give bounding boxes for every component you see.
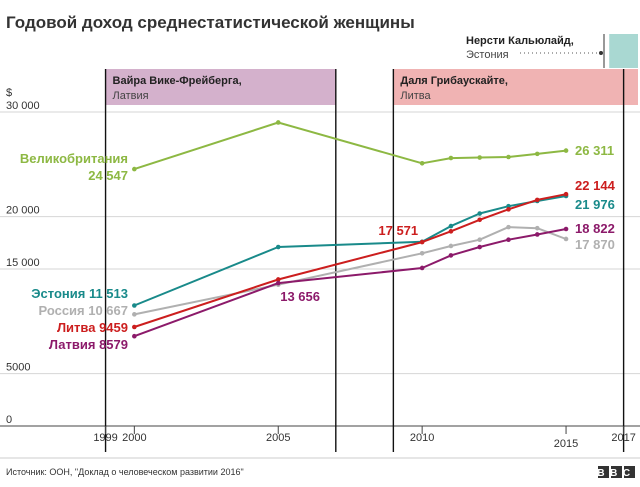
- series-group: [132, 120, 569, 339]
- series-start-label: Литва 9459: [57, 320, 128, 335]
- leader-name-0: Вайра Вике-Фрейберга,: [113, 75, 242, 87]
- bbc-logo-text: BBC: [597, 468, 635, 479]
- series-labels: Великобритания 24 547 Эстония 11 513 Россия…: [20, 143, 616, 352]
- series-line-латвия: [133, 228, 567, 338]
- data-point-эстония: [275, 244, 281, 250]
- series-line-литва: [133, 193, 567, 328]
- grid: 0 5000 15 000 20 000 30 000 1999 2000 2005 2010 2…: [0, 69, 640, 452]
- x-tick-label: 2005: [266, 432, 290, 444]
- data-point-россия: [132, 312, 137, 317]
- x-tick-label: 2015: [554, 438, 578, 450]
- data-point-литва: [534, 197, 540, 203]
- series-start-value: 24 547: [88, 168, 128, 183]
- series-end-label: 22 144: [575, 178, 616, 193]
- series-end-label: 26 311: [575, 143, 614, 158]
- series-line-россия: [134, 226, 567, 316]
- y-tick-label: 30 000: [6, 100, 40, 112]
- data-point-литва: [132, 324, 137, 330]
- data-point-великобритания: [477, 155, 483, 160]
- data-point-латвия: [534, 232, 540, 237]
- series-end-label: 21 976: [575, 197, 615, 212]
- x-tick-label: 2000: [122, 432, 146, 444]
- data-point-великобритания: [132, 166, 137, 172]
- series-end-label: 17 870: [575, 237, 615, 252]
- y-tick-label: 15 000: [6, 257, 40, 269]
- data-point-литва: [506, 207, 511, 212]
- leader-band-2: [609, 34, 638, 68]
- leader-band-0: [105, 69, 336, 105]
- data-point-великобритания: [563, 148, 569, 153]
- data-point-россия: [419, 251, 425, 256]
- data-point-россия: [448, 243, 454, 249]
- y-tick-label: 5000: [6, 362, 30, 374]
- leader-bands: Вайра Вике-Фрейберга, Латвия Даля Грибауск…: [105, 34, 638, 105]
- series-mid-label: 13 656: [280, 289, 320, 304]
- data-point-латвия: [275, 280, 281, 286]
- data-point-латвия: [419, 265, 425, 271]
- data-point-россия: [477, 237, 483, 242]
- leader-country-0: Латвия: [113, 90, 149, 102]
- bbc-logo: BBC: [597, 466, 635, 479]
- y-axis-label: $: [6, 87, 12, 99]
- data-point-латвия: [448, 253, 454, 258]
- source-note: Источник: ООН, "Доклад о человеческом ра…: [6, 467, 244, 477]
- data-point-эстония: [132, 303, 137, 308]
- data-point-латвия: [563, 226, 569, 232]
- series-start-label: Латвия 8579: [49, 337, 128, 352]
- data-point-литва: [419, 239, 425, 245]
- chart-title: Годовой доход среднестатистической женщи…: [6, 13, 415, 32]
- data-point-россия: [506, 224, 511, 230]
- data-point-литва: [477, 217, 483, 223]
- x-tick-label: 1999: [93, 432, 117, 444]
- data-point-латвия: [132, 333, 137, 339]
- series-mid-label: 17 571: [378, 223, 418, 238]
- data-point-литва: [448, 229, 454, 234]
- y-tick-label: 20 000: [6, 205, 40, 217]
- data-point-латвия: [506, 237, 511, 242]
- data-point-россия: [563, 236, 569, 242]
- leader-name-1: Даля Грибаускайте,: [400, 75, 508, 87]
- series-start-label: Великобритания: [20, 151, 128, 166]
- series-line-великобритания: [133, 121, 567, 171]
- leader-country-1: Литва: [400, 90, 431, 102]
- data-point-эстония: [448, 223, 454, 229]
- data-point-латвия: [477, 244, 483, 250]
- series-start-label: Россия 10 667: [38, 303, 128, 318]
- leader-band-1: [393, 69, 638, 105]
- data-point-россия: [534, 225, 540, 231]
- x-tick-label: 2017: [611, 432, 635, 444]
- leader-pointer-dot: [599, 51, 603, 55]
- data-point-великобритания: [275, 120, 281, 125]
- data-point-эстония: [477, 211, 483, 216]
- data-point-великобритания: [534, 151, 540, 157]
- leader-country-2: Эстония: [466, 49, 509, 61]
- data-point-литва: [275, 277, 281, 282]
- data-point-великобритания: [448, 155, 454, 161]
- leader-name-2: Нерсти Кальюлайд,: [466, 35, 574, 47]
- data-point-литва: [563, 191, 569, 197]
- series-end-label: 18 822: [575, 221, 615, 236]
- y-tick-label: 0: [6, 414, 12, 426]
- series-start-label: Эстония 11 513: [31, 286, 128, 301]
- data-point-великобритания: [419, 160, 425, 166]
- data-point-великобритания: [506, 154, 511, 160]
- x-tick-label: 2010: [410, 432, 434, 444]
